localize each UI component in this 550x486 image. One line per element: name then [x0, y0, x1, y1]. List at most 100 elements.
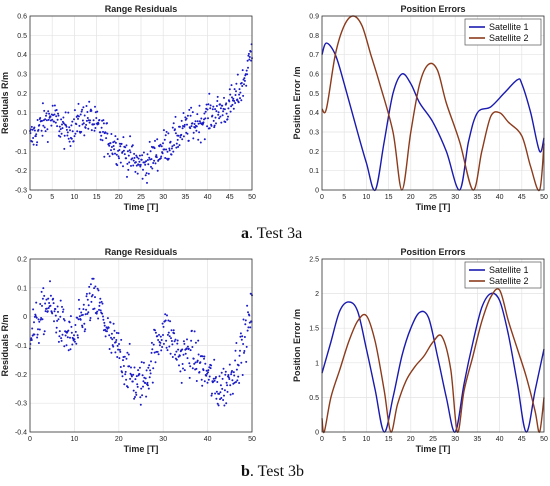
data-point	[170, 337, 172, 340]
data-point	[76, 316, 79, 319]
data-point	[94, 296, 96, 299]
scatter-series	[29, 43, 253, 184]
data-point	[34, 135, 37, 138]
caption-b: b. Test 3b	[241, 463, 304, 480]
x-tick-label: 35	[182, 194, 190, 201]
data-point	[113, 336, 116, 339]
data-point	[77, 115, 80, 118]
y-tick-label: 0.9	[309, 14, 319, 21]
x-tick-label: 25	[137, 194, 145, 201]
data-point	[228, 100, 231, 103]
data-point	[215, 397, 218, 400]
data-point	[207, 117, 209, 120]
data-point	[99, 131, 102, 134]
data-point	[178, 125, 181, 128]
data-point	[205, 103, 208, 106]
data-point	[224, 370, 227, 373]
data-point	[220, 397, 223, 399]
data-point	[80, 311, 83, 314]
data-point	[214, 116, 217, 119]
y-tick-label: 0.2	[17, 257, 27, 264]
data-point	[179, 370, 182, 373]
data-point	[59, 299, 62, 302]
data-point	[168, 335, 171, 338]
data-point	[153, 351, 156, 354]
data-point	[61, 123, 63, 126]
data-point	[196, 113, 199, 116]
legend-label: Satellite 2	[489, 276, 529, 286]
y-tick-label: 1.5	[309, 326, 319, 333]
data-point	[126, 150, 129, 153]
data-point	[153, 159, 156, 162]
data-point	[190, 339, 193, 342]
data-point	[227, 107, 230, 110]
data-point	[155, 154, 158, 157]
data-point	[192, 131, 195, 134]
data-point	[156, 169, 159, 172]
data-point	[67, 137, 70, 140]
data-point	[132, 159, 135, 162]
data-point	[196, 359, 199, 362]
data-point	[79, 318, 82, 321]
data-point	[211, 392, 213, 395]
data-point	[118, 157, 120, 160]
data-point	[69, 129, 71, 132]
data-point	[48, 302, 51, 304]
data-point	[116, 138, 119, 141]
data-point	[142, 385, 144, 388]
data-point	[149, 369, 152, 372]
data-point	[245, 360, 248, 363]
data-point	[54, 121, 57, 124]
data-point	[211, 108, 214, 111]
y-tick-label: 2	[315, 291, 319, 298]
data-point	[223, 394, 225, 397]
data-point	[163, 138, 166, 141]
data-point	[243, 79, 246, 82]
data-point	[49, 280, 51, 283]
data-point	[216, 381, 219, 383]
data-point	[173, 340, 176, 343]
data-point	[155, 156, 158, 159]
data-point	[209, 107, 212, 110]
data-point	[219, 391, 222, 394]
data-point	[81, 123, 84, 126]
data-point	[66, 131, 69, 134]
data-point	[240, 361, 243, 364]
data-point	[96, 287, 99, 290]
data-point	[37, 342, 40, 344]
data-point	[155, 350, 158, 353]
data-point	[114, 141, 117, 144]
data-point	[231, 370, 233, 372]
data-point	[227, 376, 230, 379]
data-point	[222, 367, 225, 370]
data-point	[201, 355, 204, 358]
data-point	[212, 119, 215, 122]
data-point	[247, 66, 249, 69]
data-point	[215, 376, 217, 378]
data-point	[139, 163, 142, 166]
data-point	[119, 350, 122, 353]
data-point	[62, 308, 65, 311]
data-point	[182, 353, 185, 356]
data-point	[175, 146, 178, 149]
data-point	[115, 331, 118, 334]
data-point	[117, 348, 120, 351]
data-point	[61, 310, 64, 313]
data-point	[147, 387, 150, 390]
y-tick-label: 0.5	[17, 33, 27, 40]
data-point	[246, 73, 249, 76]
data-point	[232, 97, 235, 100]
data-point	[217, 111, 220, 114]
data-point	[109, 142, 112, 145]
x-tick-label: 45	[518, 194, 526, 201]
data-point	[47, 118, 50, 121]
data-point	[73, 109, 76, 112]
data-point	[107, 326, 110, 329]
data-point	[195, 367, 198, 370]
data-point	[243, 77, 246, 80]
data-point	[86, 117, 89, 119]
data-point	[183, 369, 186, 372]
data-point	[191, 122, 194, 125]
